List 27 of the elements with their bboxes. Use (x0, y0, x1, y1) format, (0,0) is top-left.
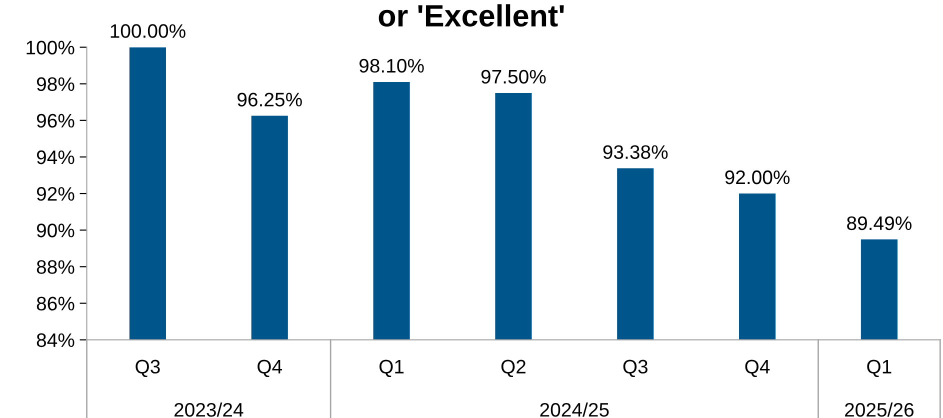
y-tick-label: 92% (36, 187, 74, 201)
data-label: 97.50% (481, 70, 546, 84)
data-label: 96.25% (238, 92, 302, 106)
text: 2024/25 (540, 402, 609, 417)
y-tick-label: 96% (36, 114, 74, 128)
x-tick-label: Q3 (623, 360, 648, 378)
x-tick-label: Q1 (380, 360, 404, 378)
x-tick-label: Q4 (258, 360, 282, 378)
y-tick-label: 88% (36, 260, 74, 274)
x-tick-label: Q4 (745, 360, 770, 378)
data-label: 89.49% (847, 216, 912, 230)
x-tick-label: Q3 (136, 360, 160, 378)
x-tick-label: Q2 (501, 360, 526, 378)
text: 2023/24 (174, 402, 244, 417)
y-tick-label: 84% (36, 333, 74, 348)
data-label: 98.10% (359, 58, 424, 73)
data-label: 92.00% (725, 170, 790, 184)
y-tick-label: 100% (26, 40, 74, 54)
y-tick-label: 86% (36, 296, 74, 310)
chart-title: or 'Excellent' (378, 4, 564, 27)
y-tick-label: 98% (36, 77, 74, 92)
y-tick-label: 90% (36, 224, 74, 238)
text: 2025/26 (845, 402, 914, 417)
data-label: 100.00% (110, 24, 186, 38)
x-tick-label: Q1 (867, 360, 892, 378)
data-label: 93.38% (603, 145, 668, 159)
y-tick-label: 94% (36, 150, 74, 164)
